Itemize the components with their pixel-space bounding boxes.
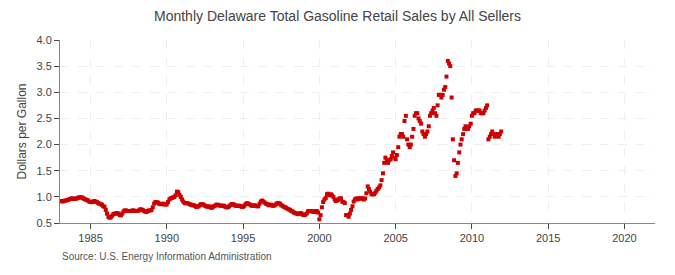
svg-text:2005: 2005 xyxy=(383,232,407,244)
svg-text:Source: U.S. Energy Informatio: Source: U.S. Energy Information Administ… xyxy=(62,251,272,262)
svg-text:2015: 2015 xyxy=(536,232,560,244)
svg-text:2000: 2000 xyxy=(307,232,331,244)
svg-text:0.5: 0.5 xyxy=(37,217,52,229)
svg-text:3.5: 3.5 xyxy=(37,60,52,72)
svg-text:2.0: 2.0 xyxy=(37,138,52,150)
svg-text:4.0: 4.0 xyxy=(37,34,52,46)
svg-text:1995: 1995 xyxy=(231,232,255,244)
svg-text:1.0: 1.0 xyxy=(37,191,52,203)
svg-text:2.5: 2.5 xyxy=(37,112,52,124)
svg-text:2020: 2020 xyxy=(612,232,636,244)
svg-text:2010: 2010 xyxy=(460,232,484,244)
svg-text:1990: 1990 xyxy=(155,232,179,244)
svg-text:1.5: 1.5 xyxy=(37,165,52,177)
svg-text:Dollars per Gallon: Dollars per Gallon xyxy=(15,83,29,179)
svg-text:1985: 1985 xyxy=(78,232,102,244)
svg-text:Monthly Delaware Total Gasolin: Monthly Delaware Total Gasoline Retail S… xyxy=(154,8,521,24)
svg-text:3.0: 3.0 xyxy=(37,86,52,98)
